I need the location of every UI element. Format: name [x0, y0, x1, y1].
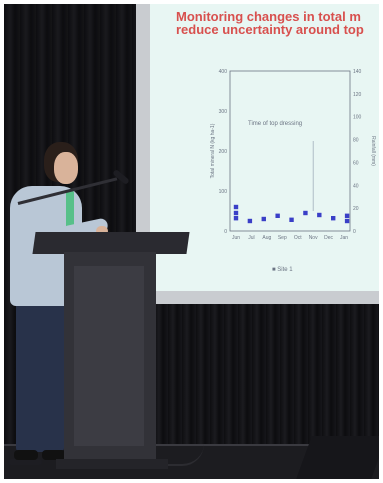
stage-curtain-lower [154, 294, 379, 444]
y-right-tick-label: 140 [353, 69, 362, 75]
speaker-hand [96, 226, 108, 236]
podium-top [32, 232, 190, 254]
chart-legend: ■ Site 1 [272, 267, 293, 273]
mic-stand-base [8, 459, 42, 465]
speaker-face [54, 152, 78, 184]
slide-title: Monitoring changes in total m reduce unc… [176, 10, 379, 36]
data-point [247, 218, 253, 224]
data-point [289, 217, 294, 222]
floor-monitor [296, 436, 379, 479]
projection-screen: Monitoring changes in total m reduce unc… [150, 4, 379, 291]
speaker-shoe-left [14, 450, 38, 460]
y-right-tick-label: 20 [353, 206, 359, 212]
y-right-tick-label: 120 [353, 92, 362, 98]
y-right-tick-label: 0 [353, 229, 356, 235]
y-left-tick-label: 100 [219, 189, 228, 195]
x-tick-label: Dec [324, 235, 333, 241]
slide-chart: 0 100 200 300 400 0 20 40 60 80 100 120 140 Jun Jul Aug… [200, 59, 379, 273]
slide-title-line-2: reduce uncertainty around top [176, 22, 364, 37]
chart-plot-area [229, 70, 351, 232]
data-point [261, 216, 266, 222]
y-right-tick-label: 40 [353, 183, 359, 189]
x-tick-label: Aug [262, 235, 271, 241]
y-left-tick-label: 300 [219, 109, 228, 115]
y-right-tick-label: 100 [353, 115, 362, 121]
y-right-tick-label: 60 [353, 160, 359, 166]
speaker-shoe-right [42, 450, 66, 460]
data-point [233, 216, 239, 221]
data-point [233, 210, 239, 216]
x-tick-label: Nov [309, 235, 318, 241]
y-left-tick-label: 0 [224, 229, 227, 235]
y-left-axis-label: Total mineral N (kg ha-1) [210, 123, 216, 178]
speaker-legs [16, 302, 64, 452]
photo-frame: Monitoring changes in total m reduce unc… [4, 4, 379, 479]
data-point [331, 216, 336, 221]
slide-chart-svg: 0 100 200 300 400 0 20 40 60 80 100 120 140 Jun Jul Aug… [210, 69, 376, 241]
speaker-lanyard [66, 190, 74, 230]
data-point [303, 210, 308, 216]
data-point [344, 218, 350, 224]
podium-front-panel [74, 266, 144, 446]
y-left-tick-label: 200 [219, 149, 228, 155]
y-right-axis-label: Rainfall (mm) [370, 136, 376, 166]
y-right-tick-label: 80 [353, 138, 359, 144]
data-point [344, 213, 350, 218]
data-point [317, 212, 322, 218]
podium-base [56, 459, 168, 469]
x-tick-label: Jun [232, 235, 240, 241]
x-tick-label: Sep [278, 235, 287, 241]
slide-title-line-1: Monitoring changes in total m [176, 9, 361, 24]
x-tick-label: Jul [248, 235, 254, 241]
x-tick-label: Jan [340, 235, 348, 241]
x-tick-label: Oct [294, 235, 302, 241]
y-left-tick-label: 400 [219, 69, 228, 75]
data-point [233, 204, 239, 210]
data-point [275, 213, 280, 218]
chart-annotation: Time of top dressing [248, 121, 303, 127]
